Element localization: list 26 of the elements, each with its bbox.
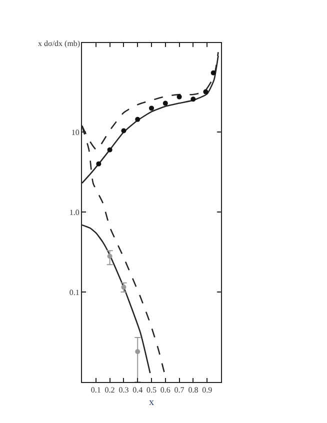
point xyxy=(210,70,216,76)
point xyxy=(162,100,168,106)
x-tick-label: 0.5 xyxy=(146,386,156,395)
x-tick-label: 0.8 xyxy=(188,386,198,395)
x-tick-label: 0.2 xyxy=(104,386,115,395)
y-tick-label: 1.0 xyxy=(69,208,80,217)
x-tick-label: 0.9 xyxy=(202,386,212,395)
point xyxy=(135,349,140,354)
point xyxy=(107,147,112,152)
x-tick-label: 0.3 xyxy=(118,386,129,395)
point xyxy=(149,106,154,111)
x-tick-label: 0.4 xyxy=(132,386,143,395)
y-axis-title: x dσ/dx (mb) xyxy=(38,39,80,48)
point xyxy=(176,94,182,100)
y-tick-label: 0.1 xyxy=(69,288,80,297)
point xyxy=(135,116,140,122)
x-tick-label: 0.1 xyxy=(90,386,101,395)
x-tick-label: 0.7 xyxy=(174,386,184,395)
point xyxy=(190,96,196,102)
y-tick-label: 10 xyxy=(71,128,80,137)
point xyxy=(203,89,208,94)
point xyxy=(96,161,102,166)
point xyxy=(107,254,112,259)
x-axis-title: x xyxy=(149,397,154,408)
x-tick-label: 0.6 xyxy=(160,386,170,395)
point xyxy=(121,128,126,134)
